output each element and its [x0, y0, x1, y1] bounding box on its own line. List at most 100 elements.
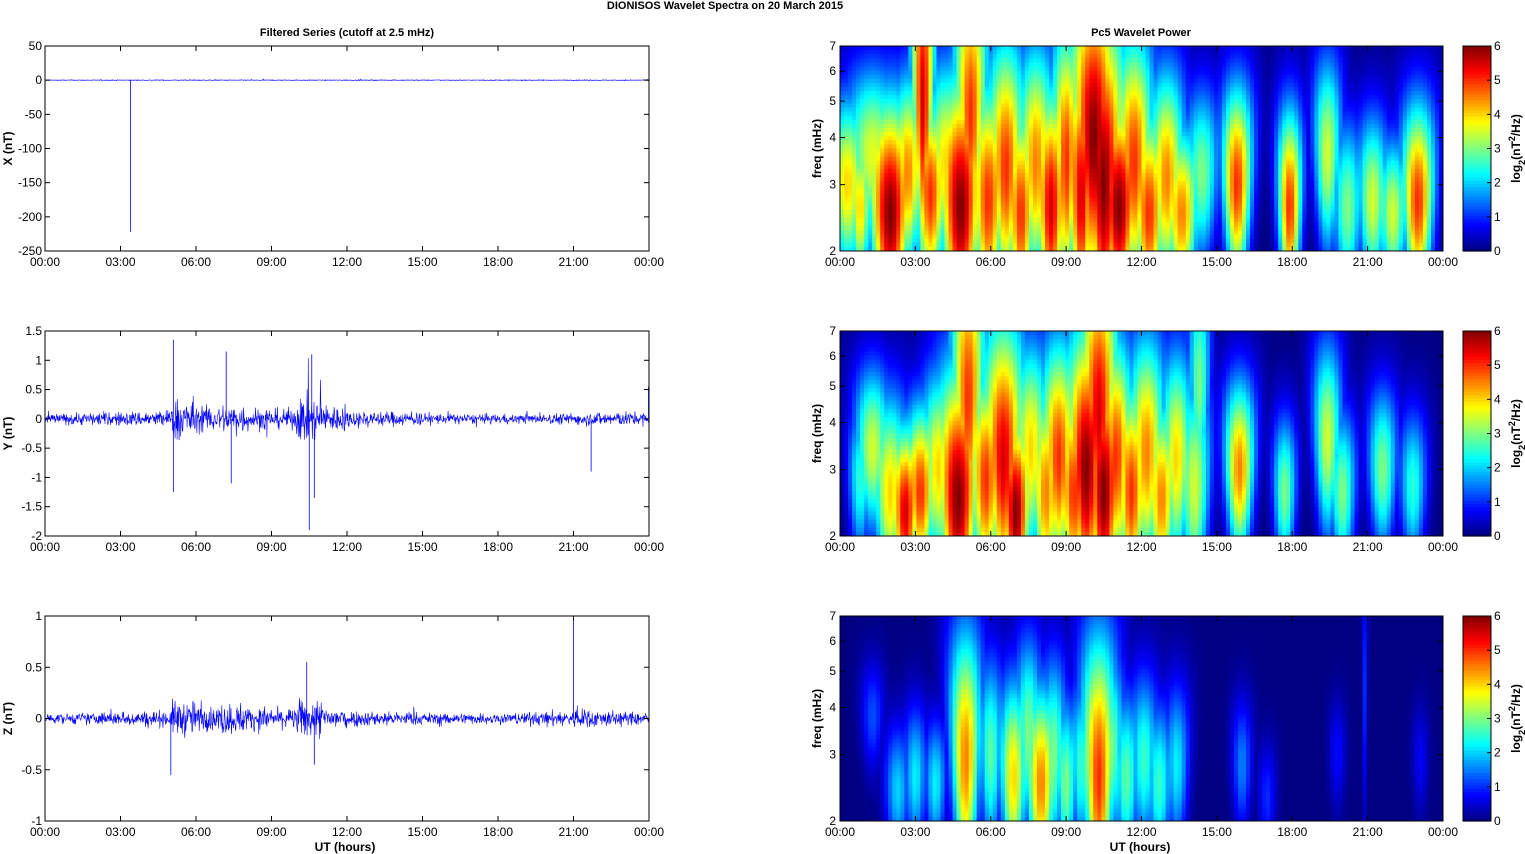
heatmap-cell: [1117, 140, 1122, 145]
heatmap-cell: [1422, 115, 1428, 121]
heatmap-cell: [864, 136, 869, 141]
heatmap-cell: [1250, 66, 1255, 72]
heatmap-cell: [1262, 164, 1267, 170]
heatmap-cell: [1045, 78, 1050, 84]
heatmap-cell: [1065, 173, 1070, 178]
heatmap-cell: [1093, 99, 1098, 104]
heatmap-cell: [1036, 148, 1042, 154]
heatmap-cell: [880, 128, 885, 133]
heatmap-cell: [1338, 164, 1344, 170]
heatmap-cell: [1406, 111, 1412, 117]
heatmap-cell: [1012, 50, 1018, 55]
heatmap-cell: [936, 107, 942, 113]
heatmap-cell: [956, 132, 962, 137]
heatmap-cell: [1217, 103, 1223, 109]
heatmap-cell: [1161, 128, 1167, 133]
heatmap-cell: [1000, 128, 1006, 133]
heatmap-cell: [844, 119, 849, 125]
heatmap-cell: [1165, 148, 1171, 154]
heatmap-cell: [1028, 95, 1034, 100]
heatmap-cell: [1310, 78, 1315, 84]
heatmap-cell: [1209, 82, 1215, 88]
heatmap-cell: [872, 82, 877, 88]
heatmap-cell: [856, 152, 861, 158]
heatmap-cell: [1117, 66, 1122, 72]
heatmap-cell: [904, 152, 909, 158]
heatmap-cell: [1053, 82, 1058, 88]
heatmap-cell: [992, 111, 998, 117]
heatmap-cell: [1036, 164, 1042, 170]
heatmap-cell: [1290, 99, 1295, 104]
heatmap-cell: [1137, 140, 1143, 145]
heatmap-cell: [1141, 103, 1147, 109]
heatmap-cell: [1141, 46, 1147, 51]
heatmap-cell: [1302, 115, 1307, 121]
heatmap-cell: [1282, 95, 1287, 100]
heatmap-cell: [1113, 107, 1118, 113]
heatmap-cell: [1274, 111, 1279, 117]
heatmap-cell: [1149, 136, 1155, 141]
heatmap-cell: [880, 169, 885, 174]
heatmap-cell: [1169, 128, 1175, 133]
heatmap-cell: [932, 111, 938, 117]
heatmap-cell: [1334, 46, 1340, 51]
heatmap-cell: [1016, 54, 1022, 59]
heatmap-cell: [1338, 128, 1344, 133]
heatmap-cell: [1406, 66, 1412, 72]
heatmap-cell: [1314, 136, 1319, 141]
heatmap-cell: [1262, 103, 1267, 109]
heatmap-cell: [1314, 91, 1319, 96]
heatmap-cell: [1350, 62, 1356, 68]
heatmap-cell: [1290, 62, 1295, 68]
heatmap-cell: [1028, 123, 1034, 129]
heatmap-cell: [908, 140, 913, 145]
heatmap-cell: [1306, 82, 1311, 88]
heatmap-cell: [948, 78, 954, 84]
heatmap-cell: [988, 173, 994, 178]
heatmap-cell: [1065, 123, 1070, 129]
heatmap-cell: [1406, 136, 1412, 141]
heatmap-cell: [1113, 74, 1118, 80]
heatmap-cell: [1294, 152, 1299, 158]
heatmap-cell: [1185, 99, 1191, 104]
heatmap-cell: [1346, 70, 1352, 76]
heatmap-cell: [1262, 173, 1267, 178]
heatmap-cell: [1181, 70, 1187, 76]
heatmap-cell: [1366, 140, 1372, 145]
y-tick-label: -100: [18, 142, 42, 156]
heatmap-cell: [1229, 103, 1235, 109]
heatmap-cell: [856, 148, 861, 154]
heatmap-cell: [908, 66, 913, 72]
heatmap-cell: [936, 152, 942, 158]
heatmap-cell: [1097, 136, 1102, 141]
heatmap-cell: [1201, 91, 1207, 96]
heatmap-cell: [920, 173, 926, 178]
heatmap-cell: [1165, 173, 1171, 178]
heatmap-cell: [1201, 128, 1207, 133]
heatmap-cell: [1358, 107, 1364, 113]
heatmap-cell: [1434, 148, 1440, 154]
heatmap-cell: [1374, 99, 1380, 104]
heatmap-cell: [1430, 107, 1436, 113]
heatmap-cell: [1362, 103, 1368, 109]
heatmap-cell: [1278, 119, 1283, 125]
heatmap-cell: [1390, 70, 1396, 76]
heatmap-cell: [1254, 111, 1259, 117]
heatmap-cell: [1165, 152, 1171, 158]
heatmap-cell: [1177, 91, 1183, 96]
heatmap-cell: [1000, 107, 1006, 113]
heatmap-cell: [992, 99, 998, 104]
heatmap-cell: [1254, 50, 1259, 55]
heatmap-cell: [864, 173, 869, 178]
heatmap-cell: [1290, 95, 1295, 100]
heatmap-cell: [1157, 107, 1163, 113]
heatmap-cell: [1354, 82, 1360, 88]
heatmap-cell: [1278, 70, 1283, 76]
heatmap-cell: [952, 148, 958, 154]
heatmap-cell: [948, 107, 954, 113]
heatmap-cell: [1165, 54, 1171, 59]
heatmap-cell: [1073, 91, 1078, 96]
heatmap-cell: [1314, 78, 1319, 84]
x-tick-label: 09:00: [256, 540, 286, 554]
heatmap-cell: [1093, 87, 1098, 92]
